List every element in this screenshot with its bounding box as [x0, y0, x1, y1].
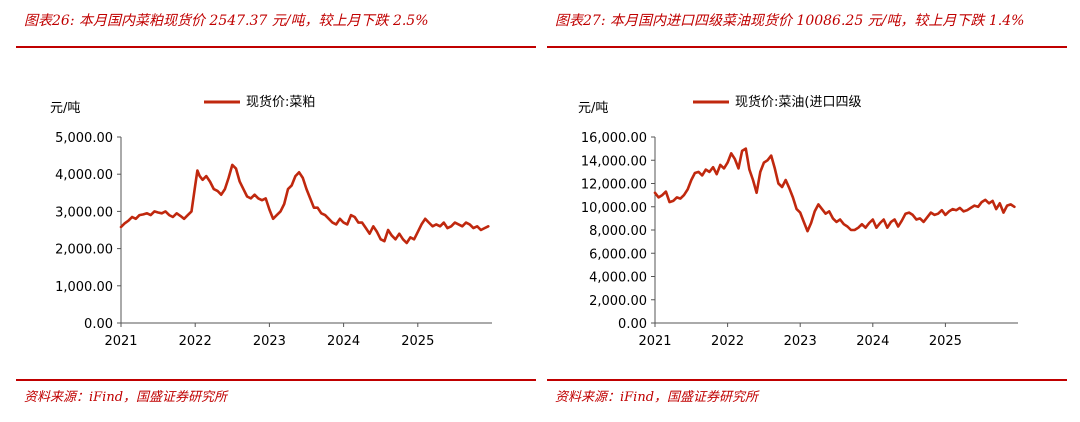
title-divider	[16, 46, 536, 48]
legend-label: 现货价:菜油(进口四级	[735, 94, 861, 110]
y-axis-unit-label: 元/吨	[50, 101, 80, 116]
y-tick-label: 0.00	[84, 317, 113, 332]
x-tick-label: 2025	[929, 334, 962, 349]
x-tick-label: 2023	[784, 334, 817, 349]
figure-title: 图表27: 本月国内进口四级菜油现货价 10086.25 元/吨，较上月下跌 1…	[555, 13, 1025, 29]
x-tick-label: 2022	[711, 334, 744, 349]
x-tick-label: 2022	[179, 334, 212, 349]
y-tick-label: 1,000.00	[55, 280, 113, 295]
y-tick-label: 2,000.00	[55, 243, 113, 258]
rapeseed-meal-price-chart: 元/吨 现货价:菜粕 0.00 1,000.00 2,000.00 3,000.00 4,0…	[50, 94, 492, 349]
source-divider	[547, 379, 1067, 381]
x-tick-label: 2025	[401, 334, 434, 349]
y-tick-label: 3,000.00	[55, 205, 113, 220]
x-tick-label: 2021	[104, 334, 137, 349]
chart-panel-right: 图表27: 本月国内进口四级菜油现货价 10086.25 元/吨，较上月下跌 1…	[545, 0, 1069, 422]
y-tick-label: 4,000.00	[55, 168, 113, 183]
figure-title: 图表26: 本月国内菜粕现货价 2547.37 元/吨，较上月下跌 2.5%	[24, 13, 429, 29]
y-tick-label: 8,000.00	[589, 224, 647, 239]
source-divider	[16, 379, 536, 381]
chart-panel-left: 图表26: 本月国内菜粕现货价 2547.37 元/吨，较上月下跌 2.5% 元…	[14, 0, 538, 422]
x-tick-label: 2021	[638, 334, 671, 349]
x-tick-label: 2023	[253, 334, 286, 349]
y-tick-label: 4,000.00	[589, 271, 647, 286]
y-tick-label: 14,000.00	[581, 154, 647, 169]
y-tick-label: 12,000.00	[581, 178, 647, 193]
x-tick-label: 2024	[856, 334, 889, 349]
y-tick-label: 2,000.00	[589, 294, 647, 309]
y-tick-label: 10,000.00	[581, 201, 647, 216]
y-axis-unit-label: 元/吨	[578, 101, 608, 116]
y-tick-label: 0.00	[618, 317, 647, 332]
rapeseed-oil-price-chart: 元/吨 现货价:菜油(进口四级 0.00 2,000.00 4,000.00 6,000.…	[578, 94, 1018, 349]
x-tick-label: 2024	[327, 334, 360, 349]
price-series-line	[653, 147, 1016, 233]
source-note: 资料来源：iFind，国盛证券研究所	[24, 390, 228, 405]
y-tick-label: 5,000.00	[55, 131, 113, 146]
price-series-line	[119, 163, 490, 245]
y-tick-label: 6,000.00	[589, 247, 647, 262]
legend-label: 现货价:菜粕	[246, 94, 315, 110]
source-note: 资料来源：iFind，国盛证券研究所	[555, 390, 759, 405]
title-divider	[547, 46, 1067, 48]
y-tick-label: 16,000.00	[581, 131, 647, 146]
